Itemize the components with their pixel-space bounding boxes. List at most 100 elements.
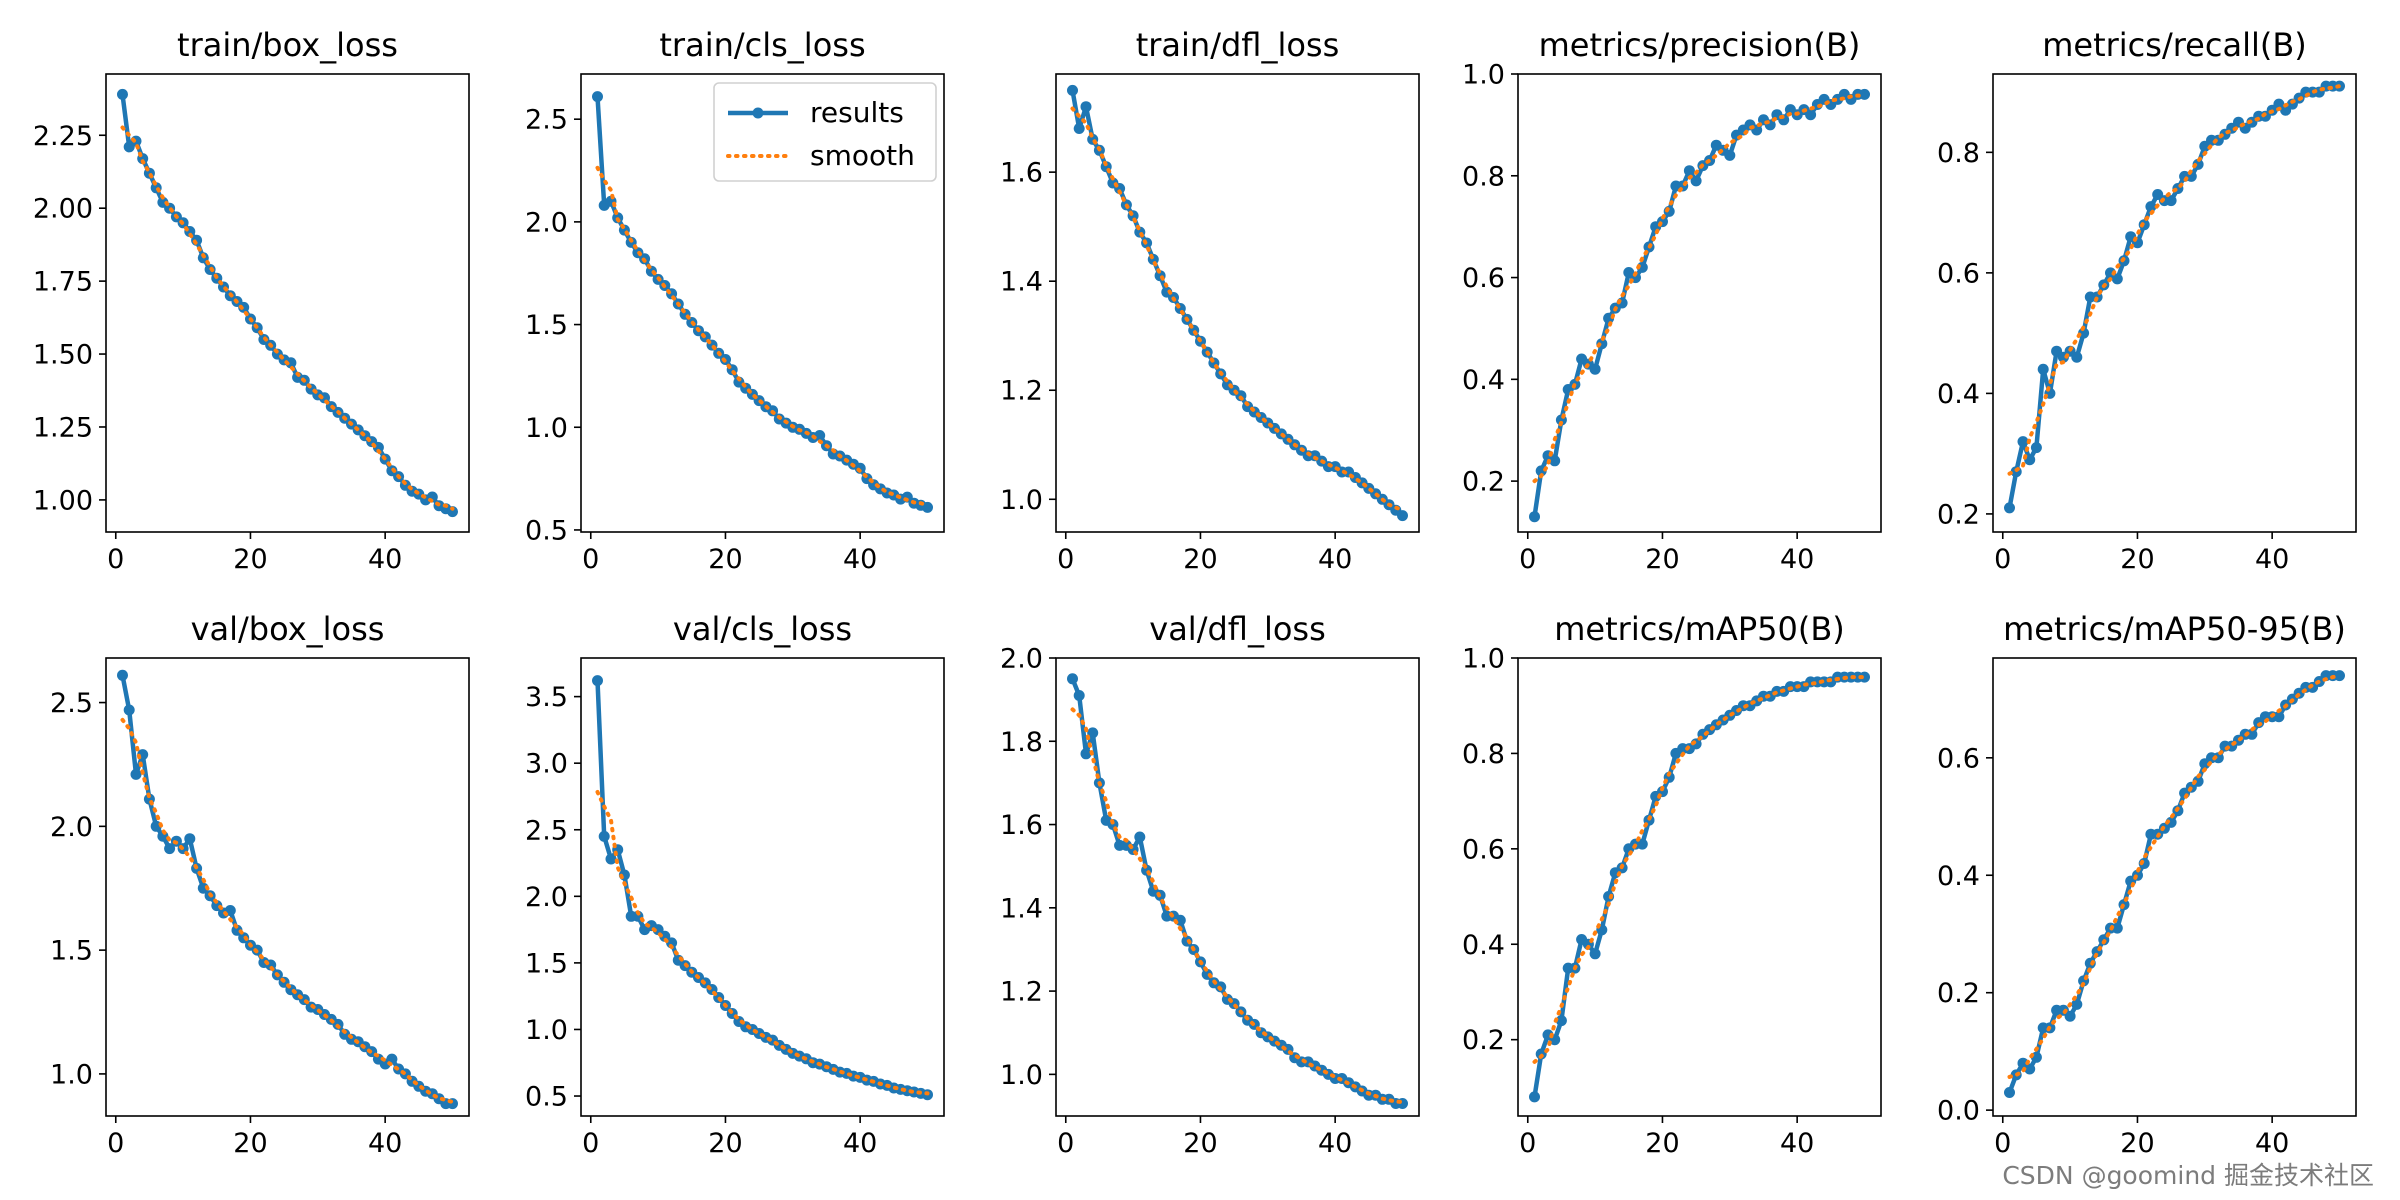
y-tick-label: 0.5	[525, 1082, 568, 1113]
y-tick-label: 0.5	[525, 515, 568, 546]
results-point	[2004, 502, 2015, 514]
results-point	[592, 675, 603, 687]
y-tick-label: 0.6	[1937, 743, 1980, 774]
x-tick-label: 0	[107, 1128, 124, 1159]
results-point	[1080, 101, 1092, 113]
axes-frame	[105, 73, 470, 533]
results-point	[164, 843, 176, 855]
plot-area	[2004, 670, 2345, 1098]
results-point	[2212, 752, 2224, 764]
results-point	[2030, 442, 2042, 454]
results-point	[2004, 1087, 2015, 1098]
plot-area	[2004, 80, 2345, 514]
plot-area	[1529, 671, 1870, 1103]
y-tick-label: 0.2	[1462, 1025, 1505, 1056]
results-point	[1555, 1015, 1567, 1027]
y-tick-label: 1.5	[525, 310, 568, 341]
legend-smooth-label: smooth	[810, 139, 915, 172]
subplot-val-dfl-loss: val/dfl_loss 0 20 40 1.0 1.2 1.4 1.6 1.8 2.0	[1000, 610, 1420, 1159]
subplot-train-dfl-loss: train/dfl_loss 0 20 40 1.0 1.2 1.4 1.6	[1000, 26, 1420, 575]
y-tick-label: 0.2	[1462, 467, 1505, 498]
x-tick-label: 0	[582, 544, 599, 575]
results-point	[1690, 175, 1702, 187]
results-point	[2165, 195, 2177, 207]
y-tick-label: 1.0	[1000, 1060, 1043, 1091]
results-point	[1589, 363, 1601, 375]
results-point	[1805, 109, 1817, 121]
subplot-train-cls-loss: train/cls_loss 0 20 40 0.5 1.0 1.5 2.0 2.5 result…	[525, 26, 945, 575]
results-point	[1724, 149, 1736, 161]
subplot-metrics-map50-b: metrics/mAP50(B) 0 20 40 0.2 0.4 0.6 0.8 1.0	[1462, 610, 1882, 1159]
results-point	[1683, 165, 1695, 177]
x-tick-label: 40	[1780, 544, 1814, 575]
results-point	[1073, 690, 1085, 701]
results-line	[1070, 90, 1404, 518]
x-tick-label: 20	[1645, 1128, 1679, 1159]
results-point	[1603, 891, 1615, 902]
y-tick-label: 2.5	[50, 688, 93, 719]
results-line	[120, 674, 453, 1106]
plot-area	[1529, 88, 1870, 523]
x-tick-label: 40	[368, 544, 402, 575]
x-tick-label: 20	[708, 1128, 742, 1159]
y-tick-label: 0.4	[1937, 861, 1980, 892]
y-tick-label: 0.8	[1937, 138, 1980, 169]
subplot-title: metrics/precision(B)	[1539, 26, 1861, 64]
axes-frame	[1992, 657, 2357, 1117]
results-point	[605, 853, 617, 865]
results-point	[814, 430, 826, 441]
results-point	[1073, 123, 1085, 134]
results-point	[2017, 436, 2029, 448]
results-point	[2037, 363, 2049, 375]
results-point	[2024, 1063, 2036, 1075]
y-tick-label: 0.4	[1462, 930, 1505, 961]
y-tick-label: 0.4	[1462, 365, 1505, 396]
x-tick-label: 20	[2120, 1128, 2154, 1159]
y-tick-label: 1.0	[525, 1015, 568, 1046]
results-point	[117, 88, 128, 100]
y-tick-label: 2.5	[525, 105, 568, 136]
results-point	[1134, 831, 1146, 843]
smooth-line	[595, 790, 930, 1096]
results-point	[592, 91, 603, 103]
y-tick-label: 1.0	[1000, 485, 1043, 516]
y-tick-label: 1.2	[1000, 376, 1043, 407]
x-tick-label: 20	[1183, 1128, 1217, 1159]
y-tick-label: 1.00	[33, 485, 93, 516]
axes-frame	[1992, 73, 2357, 533]
y-tick-label: 0.6	[1462, 263, 1505, 294]
watermark: CSDN @goomind 掘金技术社区	[2002, 1161, 2374, 1190]
results-point	[238, 301, 250, 313]
y-tick-label: 2.0	[525, 207, 568, 238]
x-tick-label: 0	[582, 1128, 599, 1159]
x-tick-label: 20	[233, 1128, 267, 1159]
results-point	[2111, 273, 2123, 285]
x-tick-label: 20	[1645, 544, 1679, 575]
results-point	[1529, 511, 1540, 523]
subplot-title: metrics/recall(B)	[2042, 26, 2307, 64]
y-tick-label: 1.4	[1000, 893, 1043, 924]
subplot-val-cls-loss: val/cls_loss 0 20 40 0.5 1.0 1.5 2.0 2.5 3.0 3.5	[525, 610, 945, 1159]
smooth-line	[1532, 675, 1867, 1064]
smooth-line	[1070, 707, 1405, 1105]
y-tick-label: 0.4	[1937, 379, 1980, 410]
subplot-title: train/dfl_loss	[1136, 26, 1340, 64]
results-line	[1532, 92, 1865, 518]
plot-area	[592, 91, 933, 513]
results-point	[1397, 510, 1408, 522]
results-point	[922, 501, 933, 513]
results-point	[1080, 748, 1092, 760]
x-tick-label: 20	[708, 544, 742, 575]
subplot-train-box-loss: train/box_loss 0 20 40 1.00 1.25 1.50 1.75 2.00 2…	[33, 26, 470, 575]
results-point	[2111, 922, 2123, 934]
results-point	[1859, 671, 1870, 683]
y-tick-label: 2.0	[525, 882, 568, 913]
y-tick-label: 1.0	[1462, 644, 1505, 675]
y-tick-label: 1.75	[33, 267, 93, 298]
results-point	[2145, 201, 2157, 213]
y-tick-label: 1.5	[525, 948, 568, 979]
results-point	[652, 924, 664, 936]
results-line	[1070, 677, 1403, 1106]
results-point	[1067, 84, 1078, 96]
axes-frame	[105, 657, 470, 1117]
